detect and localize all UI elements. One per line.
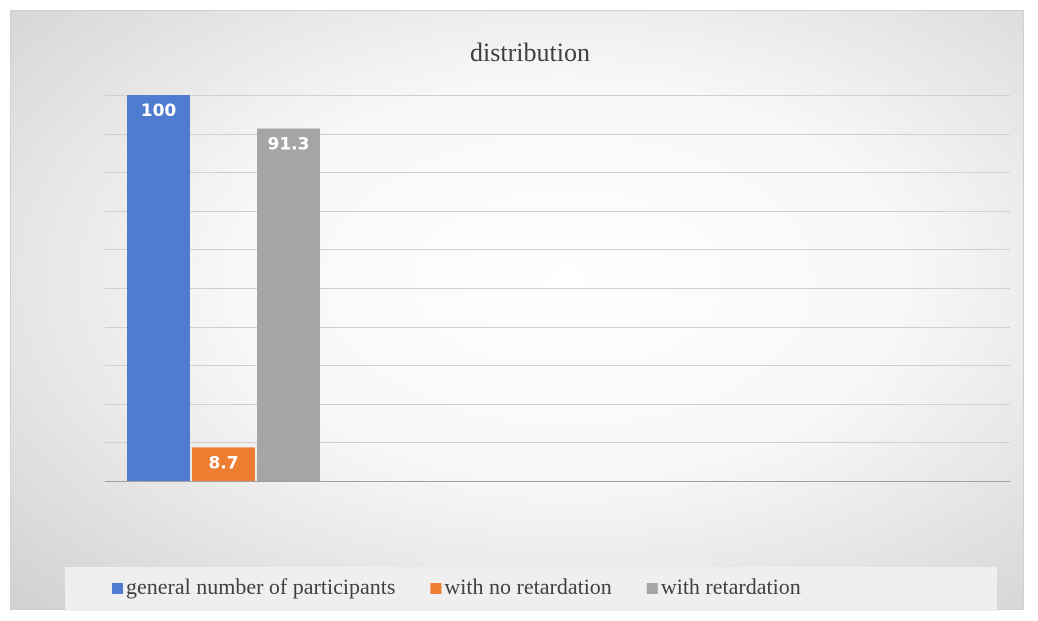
chart-title: distribution [470,38,590,67]
legend-marker [430,583,442,594]
bar [257,128,320,481]
legend-label: with retardation [661,574,801,599]
bar [192,447,255,481]
data-label: 8.7 [208,453,238,473]
legend-box [65,567,997,611]
legend: general number of participants with no re… [112,574,801,599]
grid [105,95,1010,482]
bars: 100 8.7 91.3 [127,95,320,481]
legend-marker [646,583,658,594]
legend-marker [112,583,123,594]
legend-label: with no retardation [444,574,611,599]
legend-label: general number of participants [126,574,395,599]
bar [127,95,190,481]
data-label: 100 [141,101,177,121]
data-label: 91.3 [268,135,310,155]
